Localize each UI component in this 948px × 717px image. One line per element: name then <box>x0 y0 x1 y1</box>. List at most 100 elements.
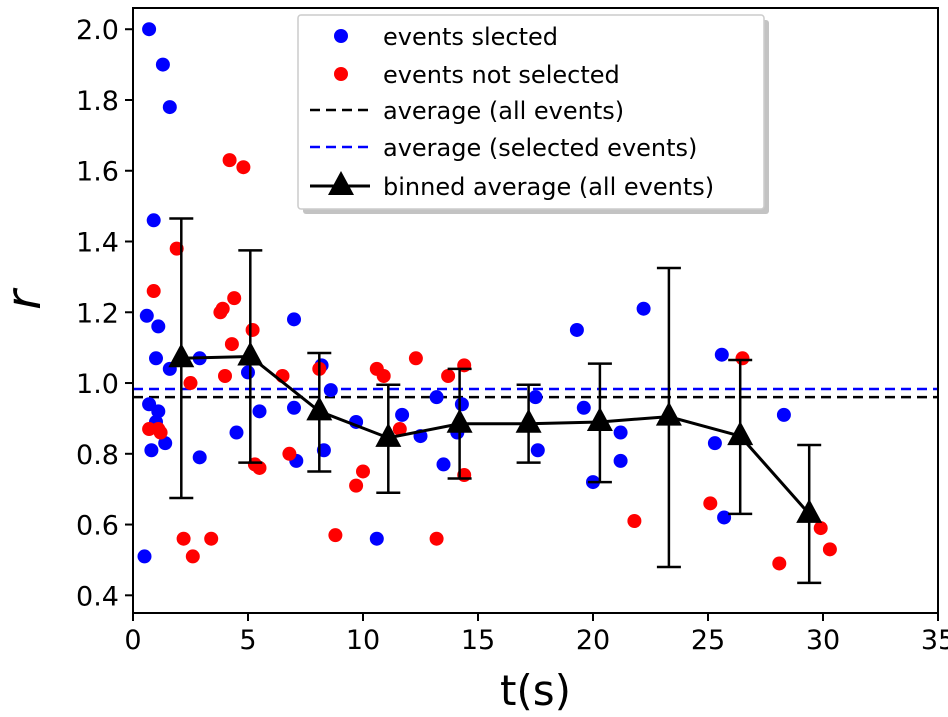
scatter-point <box>176 531 191 546</box>
scatter-point <box>772 556 787 571</box>
y-tick-label: 0.4 <box>76 581 119 612</box>
legend: events slected events not selected average… <box>297 14 769 214</box>
binned-average-marker <box>446 408 473 433</box>
x-axis-label: t(s) <box>500 666 571 715</box>
binned-average-marker <box>306 396 333 421</box>
scatter-point <box>735 351 750 366</box>
x-tick-label: 35 <box>921 625 948 656</box>
y-tick-label: 1.4 <box>76 228 119 259</box>
scatter-point <box>436 457 451 472</box>
y-axis-label: r <box>0 287 52 310</box>
scatter-point <box>356 464 370 479</box>
legend-marker <box>328 171 354 195</box>
scatter-point <box>224 337 239 352</box>
scatter-point <box>192 450 207 465</box>
scatter-point <box>429 531 444 546</box>
scatter-point <box>441 368 456 383</box>
scatter-point <box>369 531 384 546</box>
scatter-point <box>162 100 177 115</box>
scatter-point <box>155 57 170 72</box>
binned-average-series <box>168 217 823 585</box>
scatter-point <box>714 347 729 362</box>
binned-average-marker <box>515 408 542 433</box>
x-tick-label: 25 <box>691 625 725 656</box>
scatter-point <box>576 400 591 415</box>
legend-marker <box>334 29 348 43</box>
scatter-point <box>323 383 338 398</box>
scatter-point <box>703 496 718 511</box>
scatter-point <box>613 453 628 468</box>
scatter-point <box>229 425 244 440</box>
scatter-point <box>822 542 837 557</box>
scatter-point <box>218 368 232 383</box>
scatter-point <box>349 478 364 493</box>
y-tick-label: 2.0 <box>76 15 119 46</box>
scatter-point <box>227 291 242 306</box>
legend-label: average (selected events) <box>383 134 697 162</box>
scatter-point <box>613 425 628 440</box>
x-tick-label: 15 <box>461 625 495 656</box>
scatter-point <box>287 400 301 415</box>
scatter-point <box>241 365 255 380</box>
binned-average-marker <box>237 341 264 366</box>
scatter-point <box>376 368 391 383</box>
scatter-point <box>328 528 343 543</box>
y-tick-label: 1.0 <box>76 369 119 400</box>
scatter-point <box>707 436 722 451</box>
scatter-point <box>569 322 584 337</box>
scatter-point <box>158 436 173 451</box>
scatter-point <box>146 284 161 299</box>
scatter-point <box>245 322 260 337</box>
scatter-point <box>287 312 301 327</box>
axes: 0 5 10 15 20 25 30 35 0.4 0.6 0.8 1.0 1.2 1.4 1.6 1.8 2.… <box>0 7 948 715</box>
scatter-point <box>528 390 543 405</box>
scatter-point <box>236 160 251 175</box>
binned-average-marker <box>586 406 613 431</box>
scatter-point <box>530 443 545 458</box>
legend-label: events not selected <box>383 61 620 89</box>
binned-average-marker <box>655 401 682 426</box>
scatter-point <box>776 407 791 422</box>
y-tick-label: 1.6 <box>76 157 119 188</box>
legend-marker <box>334 67 348 81</box>
binned-average-marker <box>375 422 402 447</box>
scatter-point <box>151 404 166 419</box>
scatter-point <box>153 425 168 440</box>
x-tick-label: 20 <box>576 625 610 656</box>
scatter-point <box>183 376 198 391</box>
x-tick-label: 5 <box>239 625 256 656</box>
scatter-point <box>222 153 237 168</box>
scatter-point <box>454 397 469 412</box>
scatter-point <box>204 531 219 546</box>
scatter-point <box>395 407 410 422</box>
scatter-point <box>185 549 200 564</box>
legend-label: events slected <box>383 23 558 51</box>
x-tick-label: 30 <box>806 625 840 656</box>
scatter-point <box>636 301 651 316</box>
scatter-point <box>151 319 166 334</box>
scatter-point <box>813 521 828 536</box>
scatter-point <box>392 422 407 437</box>
scatter-point <box>215 301 230 316</box>
plot-frame <box>132 7 939 614</box>
scatter-point <box>627 514 642 529</box>
legend-label: binned average (all events) <box>383 173 714 201</box>
scatter-point <box>252 404 267 419</box>
unselected-events-points <box>142 153 837 571</box>
scatter-point <box>142 22 157 37</box>
scatter-point <box>139 308 154 323</box>
scatter-point <box>429 390 444 405</box>
binned-average-marker <box>796 498 823 523</box>
scatter-point <box>408 351 423 366</box>
legend-label: average (all events) <box>383 97 624 125</box>
y-tick-label: 1.2 <box>76 298 119 329</box>
scatter-point <box>252 460 267 475</box>
scatter-point <box>717 510 732 525</box>
scatter-point <box>137 549 152 564</box>
scatter-point <box>146 213 161 228</box>
x-tick-label: 10 <box>346 625 380 656</box>
y-tick-label: 0.8 <box>76 440 119 471</box>
scatter-point <box>282 446 297 461</box>
x-tick-label: 0 <box>124 625 141 656</box>
